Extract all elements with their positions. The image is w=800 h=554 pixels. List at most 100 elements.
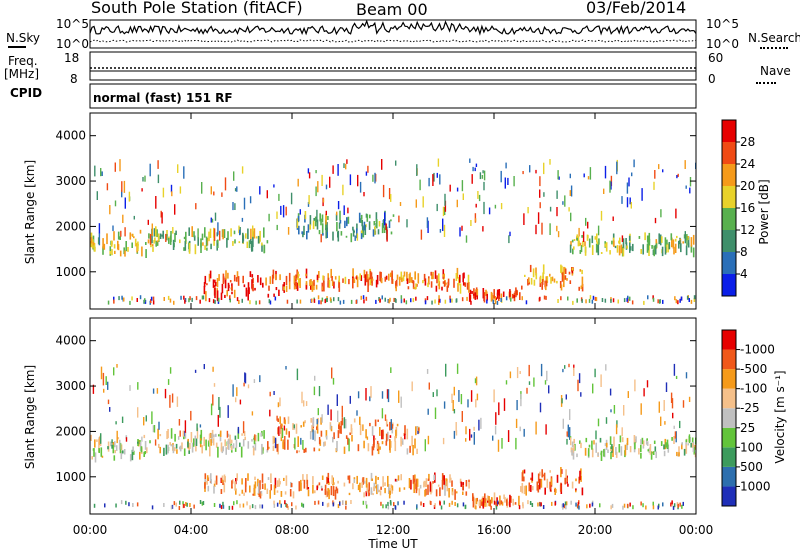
echo-cell [188, 243, 191, 254]
echo-cell [378, 221, 381, 227]
echo-cell [589, 167, 592, 180]
echo-cell [588, 298, 591, 303]
echo-cell [251, 274, 254, 278]
echo-cell [231, 286, 233, 292]
echo-cell [344, 419, 347, 429]
echo-cell [116, 364, 118, 368]
colorbar-tick-label: 28 [740, 135, 755, 149]
cpid-panel [89, 83, 697, 109]
echo-cell [434, 503, 436, 508]
echo-cell [659, 234, 662, 246]
echo-cell [201, 501, 204, 506]
echo-cell [693, 298, 696, 302]
echo-cell [102, 246, 104, 255]
echo-cell [304, 420, 306, 424]
echo-cell [681, 443, 683, 450]
echo-cell [349, 174, 352, 186]
echo-cell [415, 199, 417, 208]
echo-cell [527, 207, 529, 214]
echo-cell [338, 222, 341, 229]
echo-cell [93, 503, 96, 508]
echo-cell [204, 227, 206, 238]
echo-cell [591, 502, 594, 507]
echo-cell [504, 497, 506, 503]
echo-cell [259, 480, 261, 490]
echo-cell [647, 239, 650, 251]
echo-cell [502, 291, 505, 297]
echo-cell [677, 300, 679, 305]
echo-cell [488, 207, 491, 215]
echo-cell [373, 435, 375, 446]
sky-noise-trace [89, 19, 697, 36]
echo-cell [411, 381, 413, 392]
echo-cell [585, 437, 588, 443]
echo-cell [371, 426, 374, 436]
echo-cell [179, 500, 181, 505]
echo-cell [181, 442, 183, 450]
echo-cell [215, 433, 217, 437]
echo-cell [259, 277, 262, 286]
echo-cell [472, 493, 474, 502]
echo-cell [269, 391, 271, 397]
echo-cell [341, 405, 343, 418]
echo-cell [100, 447, 103, 457]
echo-cell [367, 274, 369, 280]
echo-cell [340, 231, 343, 236]
echo-cell [314, 490, 316, 494]
echo-cell [653, 181, 655, 190]
echo-cell [406, 219, 408, 228]
echo-cell [293, 282, 296, 290]
echo-cell [607, 449, 609, 453]
echo-cell [213, 483, 216, 487]
echo-cell [454, 502, 456, 506]
echo-cell [215, 475, 218, 485]
echo-cell [327, 472, 330, 482]
echo-cell [375, 279, 378, 288]
echo-cell [416, 164, 418, 176]
echo-cell [305, 281, 308, 286]
echo-cell [352, 483, 354, 490]
echo-cell [313, 386, 316, 396]
echo-cell [306, 231, 308, 240]
echo-cell [213, 434, 215, 438]
echo-cell [549, 159, 551, 165]
echo-cell [451, 480, 453, 487]
echo-cell [575, 478, 577, 482]
echo-cell [428, 382, 430, 390]
echo-cell [220, 292, 223, 300]
echo-cell [379, 298, 381, 303]
echo-cell [604, 165, 607, 179]
echo-cell [266, 240, 269, 244]
echo-cell [338, 424, 340, 430]
echo-cell [622, 505, 624, 510]
echo-cell [567, 424, 569, 438]
echo-cell [364, 225, 367, 235]
echo-cell [393, 297, 395, 302]
echo-cell [303, 448, 305, 453]
echo-cell [113, 231, 115, 241]
echo-cell [652, 249, 655, 255]
echo-cell [359, 482, 361, 493]
echo-cell [596, 233, 598, 243]
echo-cell [308, 195, 310, 205]
echo-cell [365, 296, 368, 301]
echo-cell [224, 177, 227, 191]
echo-cell [120, 500, 123, 505]
echo-cell [671, 398, 674, 409]
echo-cell [332, 436, 334, 443]
echo-cell [263, 227, 265, 238]
echo-cell [235, 397, 237, 403]
echo-cell [330, 409, 332, 421]
echo-cell [363, 192, 365, 197]
echo-cell [208, 433, 211, 443]
echo-cell [177, 164, 179, 173]
echo-cell [564, 195, 566, 207]
echo-cell [626, 197, 629, 208]
echo-cell [677, 173, 679, 177]
echo-cell [285, 475, 288, 486]
echo-cell [273, 436, 275, 443]
echo-cell [325, 215, 327, 225]
echo-cell [318, 448, 321, 452]
echo-cell [307, 489, 310, 497]
echo-cell [249, 300, 251, 305]
